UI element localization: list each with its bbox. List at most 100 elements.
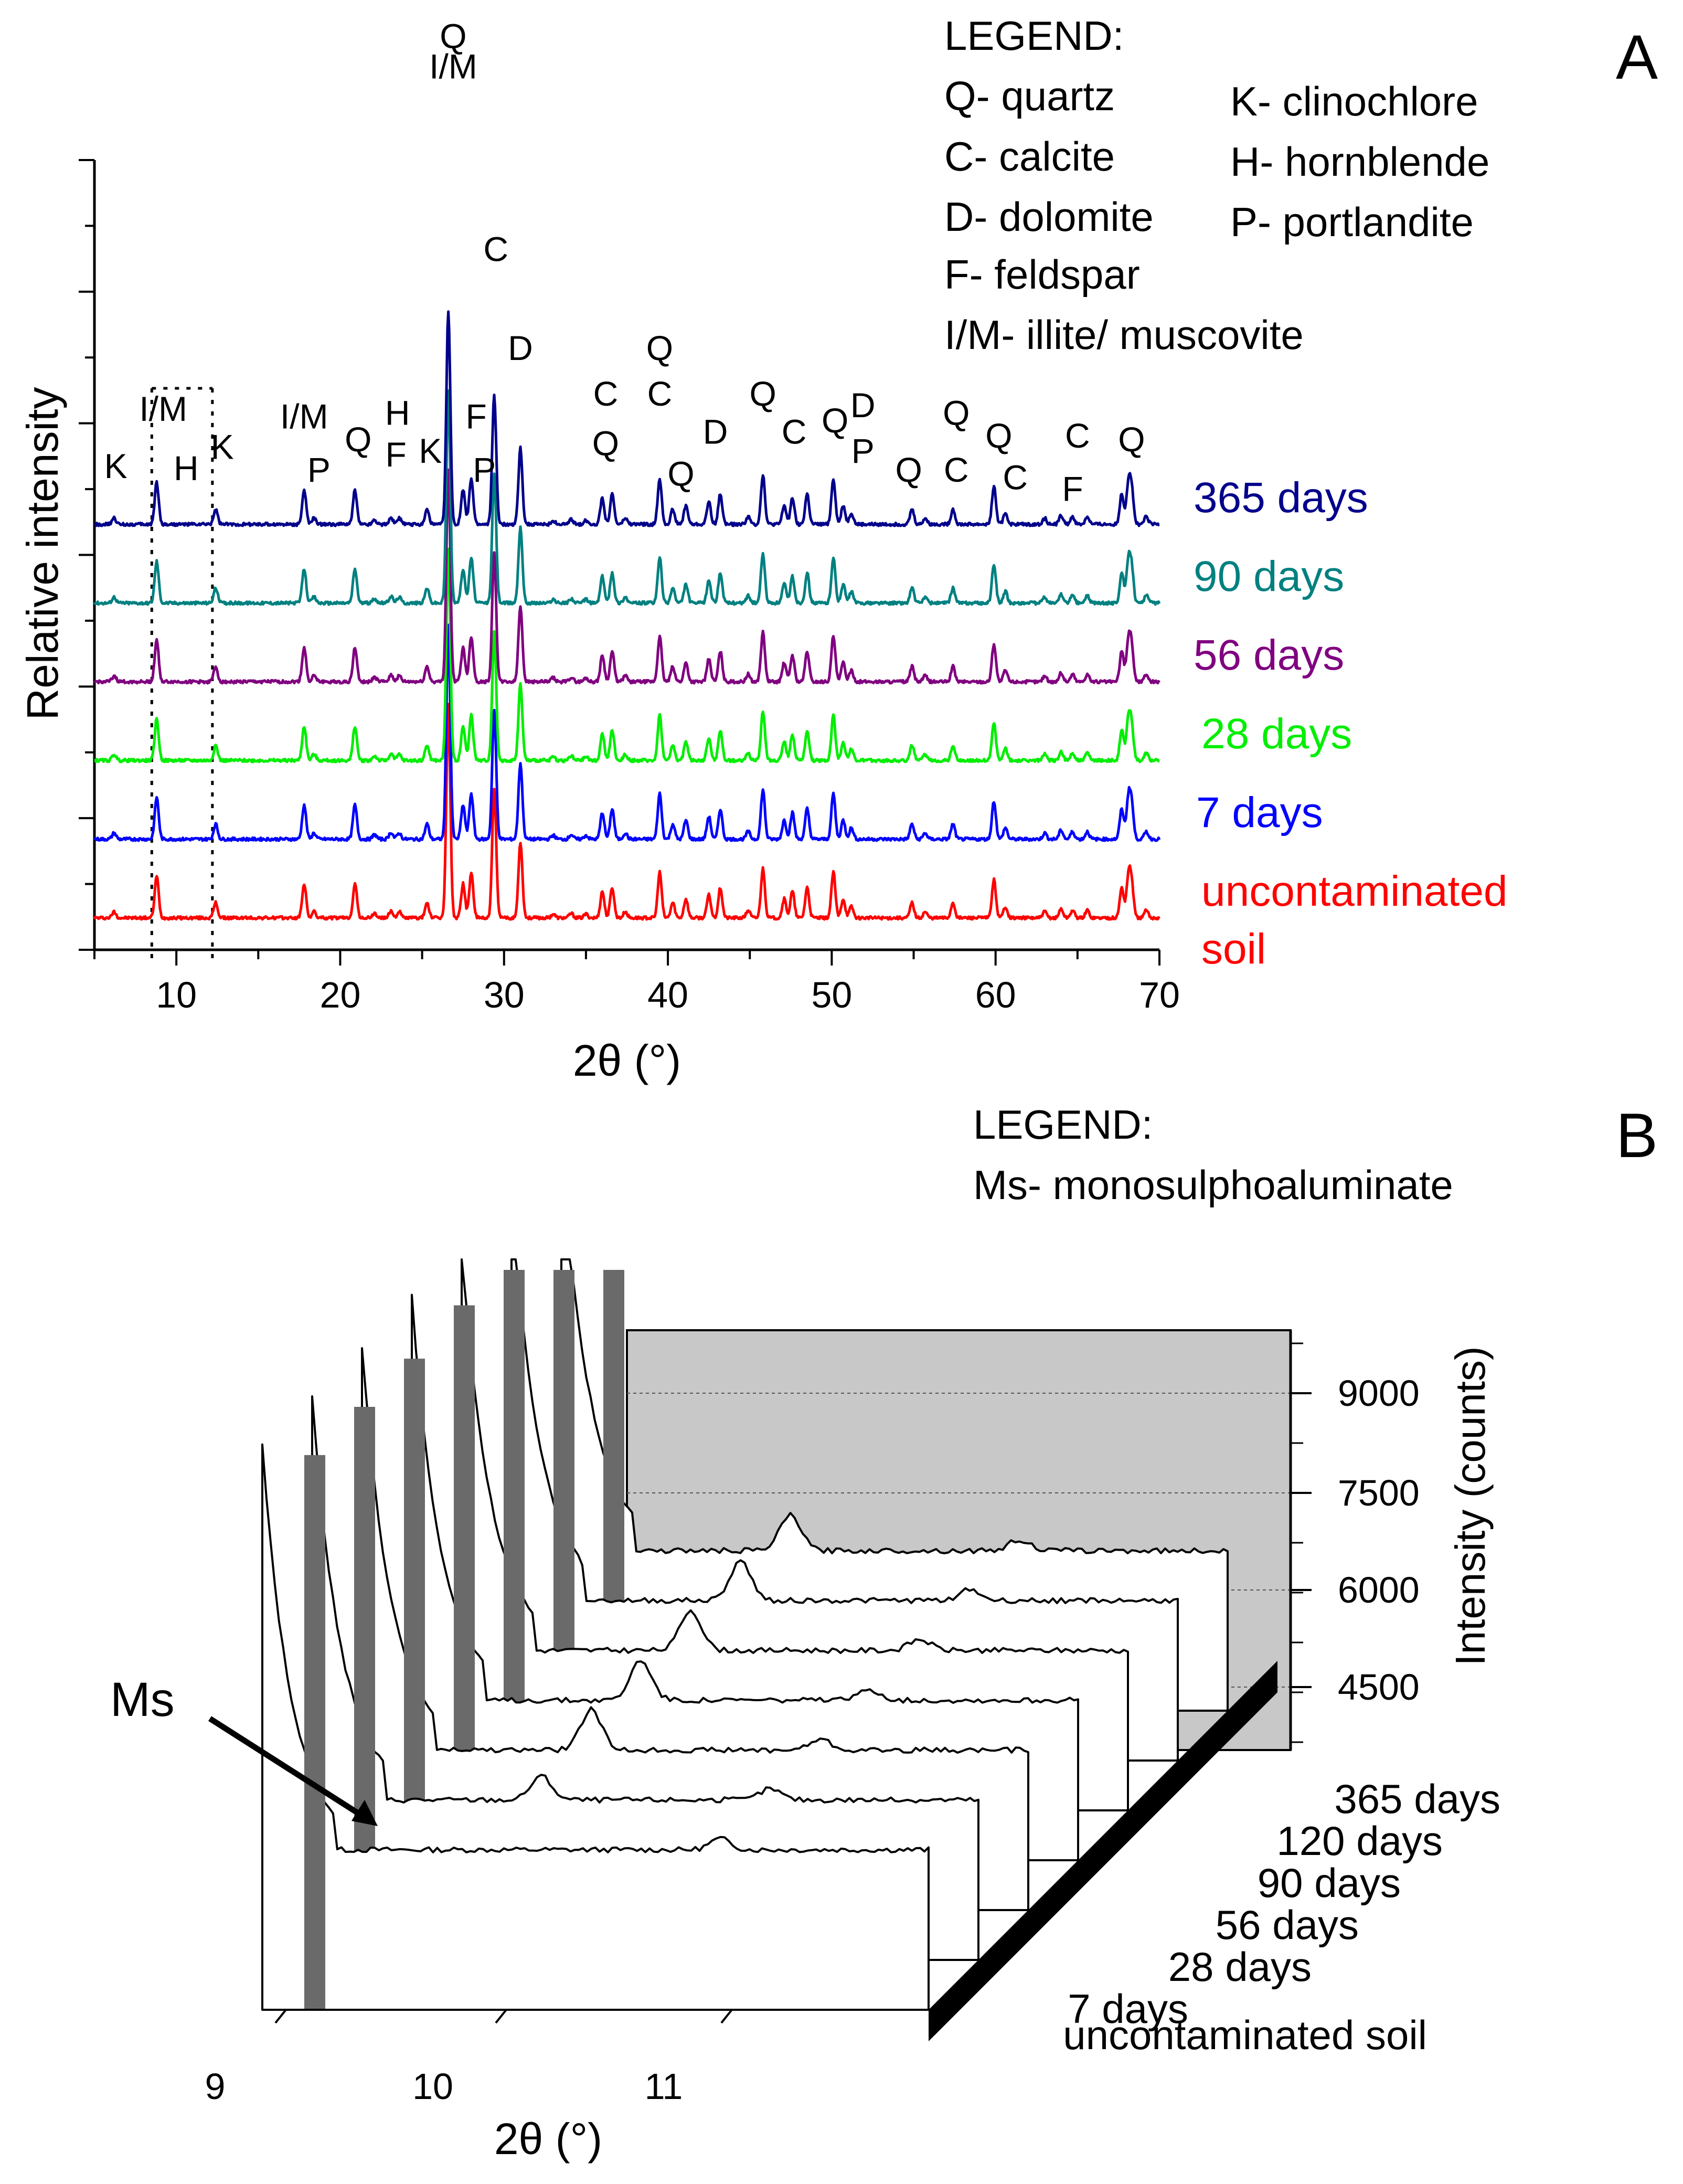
series-line-90-days	[93, 389, 1161, 606]
legend-b-title: LEGEND:	[973, 1101, 1153, 1148]
waterfall-series-28-days	[361, 1347, 1029, 1911]
peak-label: C	[944, 450, 969, 489]
peak-label: C	[593, 374, 619, 413]
floor-slab	[1228, 1661, 1277, 1742]
z-axis-tick-label: 9000	[1338, 1373, 1420, 1414]
peak-label: D	[508, 328, 533, 367]
x-axis-b-tick	[495, 2009, 507, 2024]
axis-a-xtick-label: 70	[1139, 974, 1180, 1015]
series-line-7-days	[93, 623, 1161, 842]
peak-label: Q	[985, 416, 1012, 455]
z-axis-tick-label: 6000	[1338, 1570, 1420, 1610]
legend-a-item-calcite: C- calcite	[944, 133, 1115, 179]
peak-label: Q	[822, 401, 848, 440]
x-axis-b-tick-label: 11	[645, 2066, 683, 2107]
x-ticks-b: 9 10 11	[205, 2009, 733, 2107]
series-label: 7 days	[1196, 789, 1323, 836]
peak-label: D	[850, 386, 876, 425]
axis-a-xtick-label: 20	[320, 974, 361, 1015]
peak-label: I/M	[280, 397, 328, 436]
axis-a-ylabel: Relative intensity	[18, 387, 67, 720]
axis-a-xtick-label: 10	[156, 974, 197, 1015]
peak-label: I/M	[429, 47, 477, 86]
series-label: 365 days	[1194, 474, 1368, 522]
series-labels-a: uncontaminated soil 7 days 28 days 56 days 90…	[1194, 474, 1508, 973]
floor-b	[262, 1661, 1277, 2041]
peak-label: H	[385, 393, 410, 432]
axis-a-xtick-label: 60	[975, 974, 1016, 1015]
series-b-label: 56 days	[1216, 1902, 1359, 1948]
series-a	[93, 310, 1161, 921]
legend-a-item-illite: I/M- illite/ muscovite	[944, 312, 1304, 358]
z-axis-tick-label: 7500	[1338, 1472, 1420, 1513]
peak-label: Q	[895, 450, 922, 489]
peak-label: C	[483, 230, 508, 269]
legend-a-item-quartz: Q- quartz	[944, 73, 1115, 119]
series-b	[261, 1258, 1229, 2011]
legend-a-item-portlandite: P- portlandite	[1230, 199, 1474, 245]
peak-label: H	[174, 449, 199, 487]
series-line-56-days	[93, 468, 1160, 685]
series-b-label: 90 days	[1258, 1860, 1401, 1906]
series-b-label: 120 days	[1276, 1818, 1443, 1864]
legend-a-item-clinochlore: K- clinochlore	[1230, 78, 1478, 124]
panel-b: B LEGEND: Ms- monosulphoaluminate 4500 60…	[110, 1100, 1658, 2164]
z-axis-b: 4500 6000 7500 9000	[1289, 1330, 1420, 1750]
series-b-label: uncontaminated soil	[1063, 2012, 1427, 2058]
series-label: 28 days	[1201, 710, 1352, 758]
peak-label: K	[419, 431, 442, 470]
series-line-28-days	[94, 547, 1160, 764]
waterfall-series-uncontaminated-soil	[261, 1443, 930, 2011]
peak-label: Q	[646, 328, 673, 367]
legend-b-item-ms: Ms- monosulphoaluminate	[973, 1162, 1453, 1208]
series-b-label: 28 days	[1168, 1944, 1312, 1990]
z-axis-tick-label: 4500	[1338, 1667, 1420, 1708]
axis-a-xtick-label: 40	[647, 974, 688, 1015]
peak-label: F	[385, 435, 406, 474]
series-line-365-days	[94, 310, 1160, 527]
floor-slab	[1078, 1810, 1128, 1892]
series-b-label: 365 days	[1334, 1776, 1500, 1822]
panel-letter-a: A	[1616, 22, 1658, 92]
floor-slab	[1178, 1711, 1228, 1792]
x-axis-b-tick-label: 10	[412, 2066, 453, 2107]
peak-label: Q	[750, 374, 776, 413]
series-label: soil	[1201, 925, 1266, 973]
panel-a: A LEGEND: Q- quartz C- calcite D- dolomi…	[18, 13, 1658, 1085]
floor-slab	[978, 1910, 1028, 1991]
peak-label: K	[211, 428, 234, 467]
axis-a-xlabel: 2θ (°)	[573, 1036, 681, 1085]
peak-label: K	[104, 447, 127, 485]
peak-label: P	[851, 431, 875, 470]
x-axis-b-tick	[274, 2009, 287, 2024]
peak-label: Q	[592, 423, 619, 462]
ms-annotation-label: Ms	[110, 1673, 175, 1726]
peak-label: F	[1062, 469, 1083, 508]
series-label: 56 days	[1194, 631, 1344, 679]
axis-b-xlabel: 2θ (°)	[494, 2114, 602, 2164]
floor-slab	[1128, 1761, 1178, 1842]
peak-label: C	[1065, 416, 1090, 455]
peak-label: C	[647, 374, 673, 413]
peak-label: Q	[1118, 420, 1145, 459]
series-line-uncontaminated-soil	[93, 703, 1160, 921]
panel-letter-b: B	[1616, 1100, 1658, 1171]
legend-a-item-hornblende: H- hornblende	[1230, 139, 1489, 185]
series-label: 90 days	[1194, 553, 1344, 600]
peak-label: P	[307, 450, 331, 489]
legend-a-title: LEGEND:	[944, 13, 1124, 59]
waterfall-side-shade	[304, 1455, 325, 2010]
ms-annotation-arrow	[208, 1716, 364, 1818]
series-b-label: 7 days	[1068, 1986, 1188, 2032]
peak-label: Q	[345, 420, 371, 459]
floor-slab	[929, 1960, 978, 2041]
axis-a-xtick-label: 50	[811, 974, 852, 1015]
peak-label: I/M	[139, 389, 187, 428]
legend-b: LEGEND: Ms- monosulphoaluminate	[973, 1101, 1453, 1208]
peak-label: F	[466, 397, 487, 436]
x-axis-b-tick-label: 9	[205, 2066, 226, 2107]
waterfall-series-56-days	[411, 1294, 1079, 1861]
